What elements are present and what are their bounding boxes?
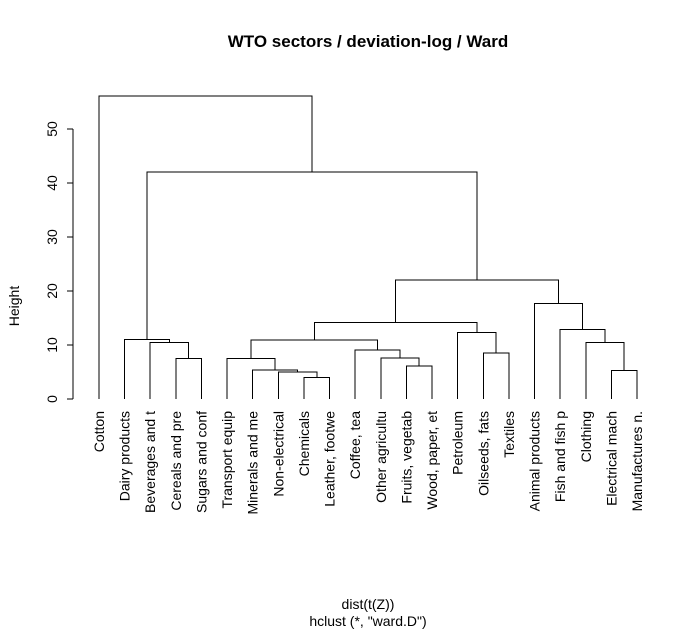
leaf-label: Oilseeds, fats <box>475 411 491 496</box>
merge-branch <box>380 357 420 399</box>
leaf-label: Dairy products <box>117 411 133 501</box>
y-tick-label: 30 <box>44 229 60 245</box>
leaf-label: Cereals and pre <box>168 411 184 511</box>
merge-branch <box>482 352 510 399</box>
merge-branch <box>354 349 401 399</box>
leaf-labels: Cotton Dairy products Beverages and t Cerea… <box>91 411 645 515</box>
leaf-label: Transport equip <box>219 411 235 509</box>
merge-branch <box>610 369 638 399</box>
merge-branch <box>226 357 276 399</box>
y-axis: 0 10 20 30 40 50 <box>44 121 74 403</box>
merge-branch <box>303 376 331 399</box>
merge-branch <box>559 328 606 399</box>
leaf-label: Electrical mach <box>603 411 619 506</box>
leaf-label: Cotton <box>91 411 107 452</box>
merge-branch <box>313 321 478 341</box>
leaf-label: Textiles <box>501 411 517 458</box>
y-tick-label: 0 <box>44 395 60 403</box>
leaf-label: Animal products <box>527 411 543 511</box>
merge-branch <box>146 171 478 340</box>
y-tick-label: 10 <box>44 337 60 353</box>
merge-branch <box>405 365 433 399</box>
leaf-label: Non-electrical <box>270 411 286 497</box>
merge-branch <box>457 332 497 399</box>
leaf-label: Manufactures n. <box>629 411 645 511</box>
y-axis-label: Height <box>6 286 22 327</box>
merge-branch <box>98 95 313 399</box>
chart-title: WTO sectors / deviation-log / Ward <box>228 32 509 51</box>
method-sublabel: hclust (*, "ward.D") <box>309 613 426 629</box>
leaf-label: Other agricultu <box>373 411 389 503</box>
y-tick-label: 40 <box>44 175 60 191</box>
y-tick-label: 50 <box>44 121 60 137</box>
leaf-label: Coffee, tea <box>347 411 363 479</box>
x-axis-label: dist(t(Z)) <box>342 596 395 612</box>
merge-branch <box>585 341 625 399</box>
merge-branch <box>250 339 379 359</box>
merge-branch <box>252 369 299 399</box>
y-tick-label: 20 <box>44 283 60 299</box>
leaf-label: Clothing <box>578 411 594 462</box>
leaf-label: Fish and fish p <box>552 411 568 502</box>
leaf-label: Sugars and conf <box>193 411 209 513</box>
merge-branch <box>175 357 202 399</box>
leaf-label: Chemicals <box>296 411 312 476</box>
leaf-label: Fruits, vegetab <box>398 411 414 504</box>
leaf-label: Wood, paper, et <box>424 411 440 510</box>
merge-branch <box>534 302 584 399</box>
merge-branch <box>277 371 318 399</box>
leaf-label: Petroleum <box>450 411 466 475</box>
leaf-label: Leather, footwe <box>322 411 338 507</box>
merge-branch <box>149 341 190 399</box>
leaf-label: Minerals and me <box>245 411 261 515</box>
merge-branch <box>124 339 170 399</box>
dendrogram-branches <box>98 95 638 399</box>
leaf-label: Beverages and t <box>142 411 158 513</box>
